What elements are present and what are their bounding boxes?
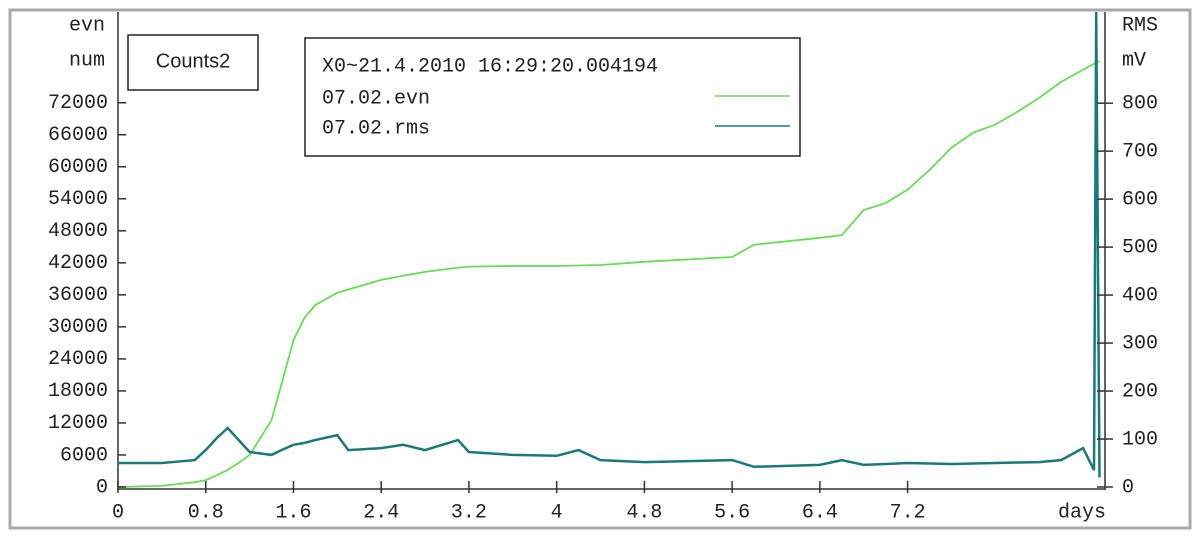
y-tick-label: 12000 — [48, 412, 108, 435]
x-tick-label: 3.2 — [451, 501, 487, 524]
y-tick-label: 30000 — [48, 316, 108, 339]
series-line — [118, 11, 1101, 478]
title-box — [127, 34, 259, 91]
x-tick-label: 2.4 — [363, 501, 399, 524]
x-tick-label: 1.6 — [275, 501, 311, 524]
legend-label: 07.02.evn — [322, 87, 430, 110]
y2-tick-label: 100 — [1122, 428, 1158, 451]
x-label: days — [1058, 501, 1106, 524]
y2-tick-label: 500 — [1122, 236, 1158, 259]
y-label: evn — [69, 14, 105, 37]
y-tick-label: 60000 — [48, 156, 108, 179]
x-tick-label: 0.8 — [188, 501, 224, 524]
y2-tick-label: 800 — [1122, 92, 1158, 115]
plot — [117, 11, 1101, 488]
x-tick-label: 7.2 — [890, 501, 926, 524]
y2-tick-label: 700 — [1122, 140, 1158, 163]
y2-label: RMS — [1122, 14, 1158, 37]
y-tick-label: 72000 — [48, 92, 108, 115]
y2-tick-label: 300 — [1122, 332, 1158, 355]
legend — [304, 37, 801, 157]
legend-label: 07.02.rms — [322, 117, 430, 140]
y2-label: mV — [1122, 49, 1146, 72]
y-tick-label: 54000 — [48, 188, 108, 211]
y2-tick-label: 600 — [1122, 188, 1158, 211]
y-label: num — [69, 49, 105, 72]
y-tick-label: 48000 — [48, 220, 108, 243]
series-line — [117, 60, 1100, 488]
x-tick-label: 4 — [551, 501, 563, 524]
y-tick-label: 6000 — [60, 444, 108, 467]
x-tick-label: 5.6 — [714, 501, 750, 524]
y-tick-label: 66000 — [48, 124, 108, 147]
y2-tick-label: 400 — [1122, 284, 1158, 307]
legend-title: X0~21.4.2010 16:29:20.004194 — [322, 55, 658, 78]
y-tick-label: 18000 — [48, 380, 108, 403]
y-tick-label: 42000 — [48, 252, 108, 275]
y2-tick-label: 200 — [1122, 380, 1158, 403]
y-tick-label: 24000 — [48, 348, 108, 371]
y-tick-label: 0 — [96, 476, 108, 499]
chart-title: Counts2 — [156, 50, 231, 72]
y-tick-label: 36000 — [48, 284, 108, 307]
x-tick-label: 6.4 — [802, 501, 838, 524]
y2-tick-label: 0 — [1122, 476, 1134, 499]
x-tick-label: 4.8 — [626, 501, 662, 524]
x-tick-label: 0 — [112, 501, 124, 524]
